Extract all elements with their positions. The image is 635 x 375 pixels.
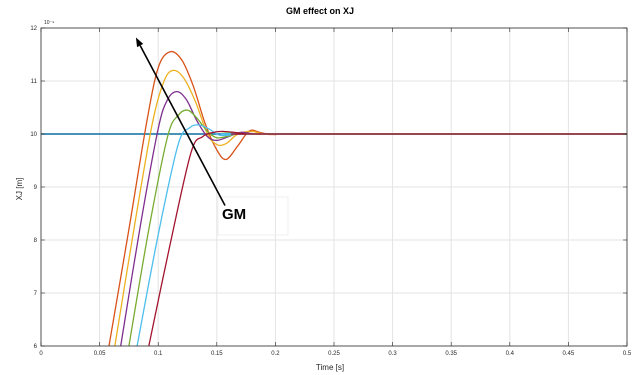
y-exponent-label: 10⁻⁹ xyxy=(44,20,54,26)
y-tick-label: 8 xyxy=(34,238,38,244)
x-tick-label: 0.5 xyxy=(623,351,632,357)
y-axis-label: XJ [m] xyxy=(15,178,24,201)
x-tick-label: 0.3 xyxy=(388,351,397,357)
x-axis-label: Time [s] xyxy=(316,363,344,372)
y-tick-label: 7 xyxy=(34,291,38,297)
series-line-5 xyxy=(136,124,627,346)
y-tick-label: 9 xyxy=(34,185,38,191)
annotation-arrowhead xyxy=(135,37,144,48)
x-tick-label: 0.35 xyxy=(445,351,457,357)
y-tick-label: 10 xyxy=(30,132,37,138)
y-tick-label: 12 xyxy=(30,26,37,32)
x-tick-label: 0.4 xyxy=(506,351,515,357)
x-tick-label: 0.15 xyxy=(211,351,223,357)
y-tick-labels: 6 7 8 9 10 11 12 xyxy=(30,26,37,350)
chart-title: GM effect on XJ xyxy=(286,6,354,16)
annotation-box xyxy=(217,196,289,236)
x-tick-label: 0.1 xyxy=(154,351,163,357)
annotation-arrow xyxy=(139,45,226,206)
x-tick-label: 0.45 xyxy=(563,351,575,357)
series-group xyxy=(108,50,627,346)
x-tick-label: 0.2 xyxy=(271,351,280,357)
gm-annotation: GM xyxy=(135,37,289,236)
annotation-text: GM xyxy=(222,206,246,223)
x-tick-label: 0.05 xyxy=(94,351,106,357)
series-line-2 xyxy=(114,69,627,346)
x-tick-labels: 0 0.05 0.1 0.15 0.2 0.25 0.3 0.35 0.4 0.45 0.5 xyxy=(39,351,632,357)
series-line-4 xyxy=(128,109,627,346)
x-tick-label: 0 xyxy=(39,351,43,357)
y-tick-label: 11 xyxy=(31,79,38,85)
x-tick-label: 0.25 xyxy=(328,351,340,357)
series-line-1 xyxy=(108,50,627,346)
series-line-3 xyxy=(120,90,627,346)
series-line-6 xyxy=(148,130,627,346)
y-tick-label: 6 xyxy=(34,344,38,350)
axes-frame xyxy=(40,27,628,347)
